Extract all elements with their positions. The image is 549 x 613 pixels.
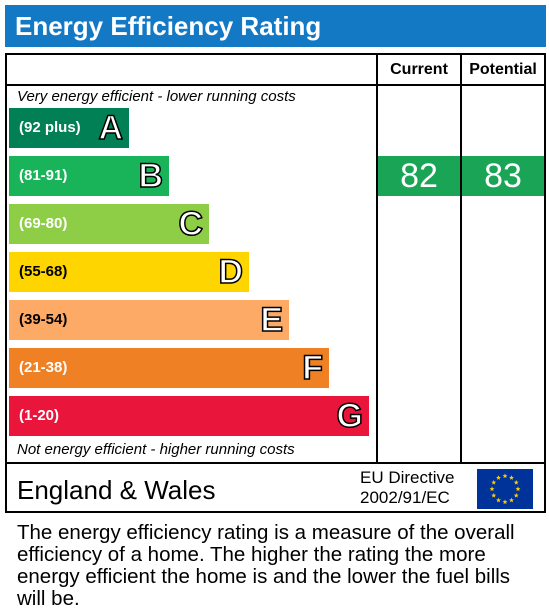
flag-star	[515, 486, 521, 492]
band-e: (39-54) E	[9, 300, 289, 340]
header-rule	[7, 84, 544, 86]
flag-star	[502, 473, 508, 479]
band-c: (69-80) C	[9, 204, 209, 244]
band-range-d: (55-68)	[19, 263, 68, 280]
flag-star	[502, 499, 508, 505]
band-b: (81-91) B	[9, 156, 169, 196]
region-label: England & Wales	[17, 475, 216, 505]
column-potential: Potential	[469, 61, 537, 78]
band-letter-c: C	[178, 204, 204, 244]
directive-line2: 2002/91/EC	[360, 488, 450, 507]
column-current: Current	[390, 61, 448, 78]
band-letter-f: F	[301, 348, 323, 388]
band-f: (21-38) F	[9, 348, 329, 388]
flag-star	[491, 492, 497, 498]
band-range-c: (69-80)	[19, 215, 68, 232]
flag-star	[489, 486, 495, 492]
flag-star	[513, 479, 519, 485]
bottom-caption: Not energy efficient - higher running co…	[17, 441, 295, 458]
divider-current	[376, 55, 378, 462]
band-letter-g: G	[336, 396, 364, 436]
band-range-f: (21-38)	[19, 359, 68, 376]
flag-star	[509, 497, 514, 503]
description: The energy efficiency rating is a measur…	[17, 521, 515, 610]
band-range-a: (92 plus)	[19, 119, 81, 136]
band-d: (55-68) D	[9, 252, 249, 292]
band-g: (1-20) G	[9, 396, 369, 436]
footer-rule	[7, 462, 544, 464]
flag-star	[496, 475, 501, 480]
eu-flag-icon	[477, 469, 533, 509]
flag-star	[491, 479, 497, 485]
band-range-e: (39-54)	[19, 311, 68, 328]
band-a: (92 plus) A	[9, 108, 129, 148]
flag-star	[496, 497, 501, 503]
chart-title: Energy Efficiency Rating	[5, 5, 546, 47]
band-letter-d: D	[218, 252, 244, 292]
band-letter-b: B	[138, 156, 164, 196]
directive-line1: EU Directive	[360, 468, 455, 487]
band-letter-e: E	[260, 300, 284, 340]
divider-potential	[460, 55, 462, 462]
band-range-b: (81-91)	[19, 167, 68, 184]
potential-score: 83	[462, 156, 544, 196]
band-range-g: (1-20)	[19, 407, 60, 424]
current-score: 82	[378, 156, 460, 196]
rating-chart: Current Potential Very energy efficient …	[5, 53, 546, 513]
flag-star	[513, 492, 519, 498]
flag-star	[509, 475, 514, 480]
top-caption: Very energy efficient - lower running co…	[17, 88, 296, 105]
band-letter-a: A	[98, 108, 124, 148]
eu-directive: EU Directive 2002/91/EC	[360, 468, 454, 508]
